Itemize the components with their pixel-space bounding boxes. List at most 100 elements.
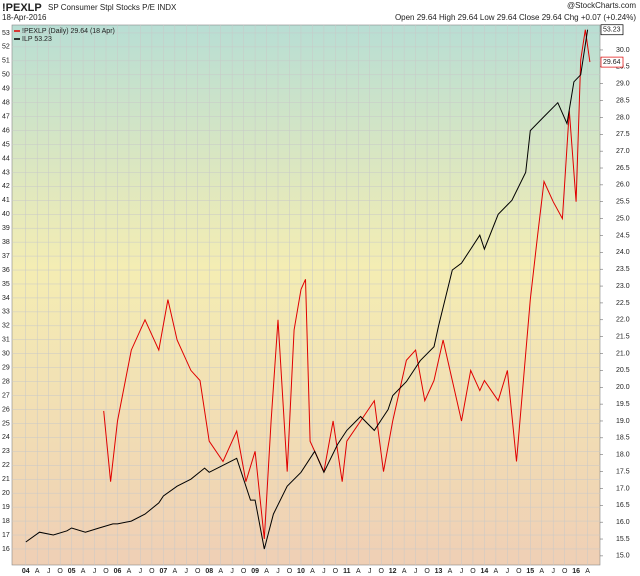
y2-tick-label: 26.0 <box>616 182 630 189</box>
x-tick-label: 13 <box>435 568 443 575</box>
y2-tick-label: 19.5 <box>616 401 630 408</box>
x-tick-label: 11 <box>343 568 351 575</box>
y2-tick-label: 23.0 <box>616 283 630 290</box>
quote: Open 29.64 High 29.64 Low 29.64 Close 29… <box>395 13 636 22</box>
x-tick-label: J <box>47 568 51 575</box>
legend-label: !PEXLP (Daily) 29.64 (18 Apr) <box>22 28 115 35</box>
y-tick-label: 32 <box>2 323 10 330</box>
y-tick-label: 38 <box>2 239 10 246</box>
y-tick-label: 41 <box>2 197 10 204</box>
y-tick-label: 36 <box>2 267 10 274</box>
y2-tick-label: 22.0 <box>616 317 630 324</box>
y-tick-label: 40 <box>2 211 10 218</box>
y-tick-label: 20 <box>2 490 10 497</box>
y-tick-label: 28 <box>2 378 10 385</box>
x-tick-label: O <box>516 568 522 575</box>
y2-tick-label: 20.5 <box>616 367 630 374</box>
x-tick-label: 08 <box>205 568 213 575</box>
last-value-label: 53.23 <box>603 27 621 34</box>
x-tick-label: 09 <box>251 568 259 575</box>
y2-tick-label: 18.5 <box>616 435 630 442</box>
y2-tick-label: 17.5 <box>616 468 630 475</box>
x-tick-label: 05 <box>68 568 76 575</box>
y2-tick-label: 25.5 <box>616 199 630 206</box>
last-value-box <box>600 24 624 36</box>
x-tick-label: A <box>310 568 315 575</box>
x-tick-label: A <box>264 568 269 575</box>
x-tick-label: A <box>448 568 453 575</box>
y2-tick-label: 20.0 <box>616 384 630 391</box>
y-tick-label: 39 <box>2 225 10 232</box>
x-tick-label: A <box>127 568 132 575</box>
x-tick-label: 15 <box>526 568 534 575</box>
y2-tick-label: 17.0 <box>616 485 630 492</box>
y2-tick-label: 23.5 <box>616 266 630 273</box>
y-tick-label: 18 <box>2 518 10 525</box>
x-tick-label: O <box>333 568 339 575</box>
y-tick-label: 50 <box>2 72 10 79</box>
x-tick-label: A <box>35 568 40 575</box>
y-tick-label: 19 <box>2 504 10 511</box>
x-tick-label: A <box>402 568 407 575</box>
series-line <box>103 29 591 540</box>
y2-tick-label: 24.5 <box>616 232 630 239</box>
chart-subtitle: SP Consumer Stpl Stocks P/E INDX <box>48 3 177 12</box>
x-tick-label: 10 <box>297 568 305 575</box>
y-tick-label: 16 <box>2 546 10 553</box>
x-tick-label: O <box>470 568 476 575</box>
y-tick-label: 45 <box>2 141 10 148</box>
y-tick-label: 22 <box>2 462 10 469</box>
y-tick-label: 47 <box>2 113 10 120</box>
y2-tick-label: 19.0 <box>616 418 630 425</box>
y-tick-label: 52 <box>2 44 10 51</box>
y-tick-label: 35 <box>2 281 10 288</box>
y-tick-label: 53 <box>2 30 10 37</box>
y2-tick-label: 29.0 <box>616 81 630 88</box>
y-tick-label: 33 <box>2 309 10 316</box>
y2-tick-label: 24.0 <box>616 249 630 256</box>
y2-tick-label: 16.0 <box>616 519 630 526</box>
x-tick-label: 12 <box>389 568 397 575</box>
x-tick-label: O <box>195 568 201 575</box>
x-tick-label: O <box>378 568 384 575</box>
y-tick-label: 46 <box>2 127 10 134</box>
y-tick-label: 23 <box>2 448 10 455</box>
last-value-box <box>600 56 624 68</box>
y2-tick-label: 22.5 <box>616 300 630 307</box>
y2-tick-label: 26.5 <box>616 165 630 172</box>
y2-tick-label: 28.5 <box>616 97 630 104</box>
x-tick-label: J <box>460 568 464 575</box>
series-line <box>25 29 589 550</box>
x-tick-label: A <box>81 568 86 575</box>
y-tick-label: 25 <box>2 420 10 427</box>
x-tick-label: J <box>322 568 326 575</box>
x-tick-label: J <box>139 568 143 575</box>
x-tick-label: O <box>103 568 109 575</box>
chart-date: 18-Apr-2016 <box>2 13 47 22</box>
y-tick-label: 30 <box>2 351 10 358</box>
y2-tick-label: 30.0 <box>616 47 630 54</box>
x-tick-label: O <box>562 568 568 575</box>
x-tick-label: O <box>57 568 63 575</box>
x-tick-label: A <box>585 568 590 575</box>
y-tick-label: 44 <box>2 155 10 162</box>
x-tick-label: 14 <box>481 568 489 575</box>
chart-title: !PEXLP <box>2 2 42 14</box>
x-tick-label: A <box>172 568 177 575</box>
legend-label: ILP 53.23 <box>22 36 52 43</box>
x-tick-label: J <box>276 568 280 575</box>
y-tick-label: 37 <box>2 253 10 260</box>
x-tick-label: 06 <box>114 568 122 575</box>
y-tick-label: 51 <box>2 58 10 65</box>
y-tick-label: 27 <box>2 392 10 399</box>
x-tick-label: A <box>494 568 499 575</box>
x-tick-label: J <box>185 568 189 575</box>
x-tick-label: J <box>230 568 234 575</box>
watermark: @StockCharts.com <box>567 1 636 10</box>
x-tick-label: J <box>93 568 97 575</box>
y2-tick-label: 21.0 <box>616 350 630 357</box>
x-tick-label: A <box>218 568 223 575</box>
x-tick-label: 16 <box>572 568 580 575</box>
y2-tick-label: 15.5 <box>616 536 630 543</box>
